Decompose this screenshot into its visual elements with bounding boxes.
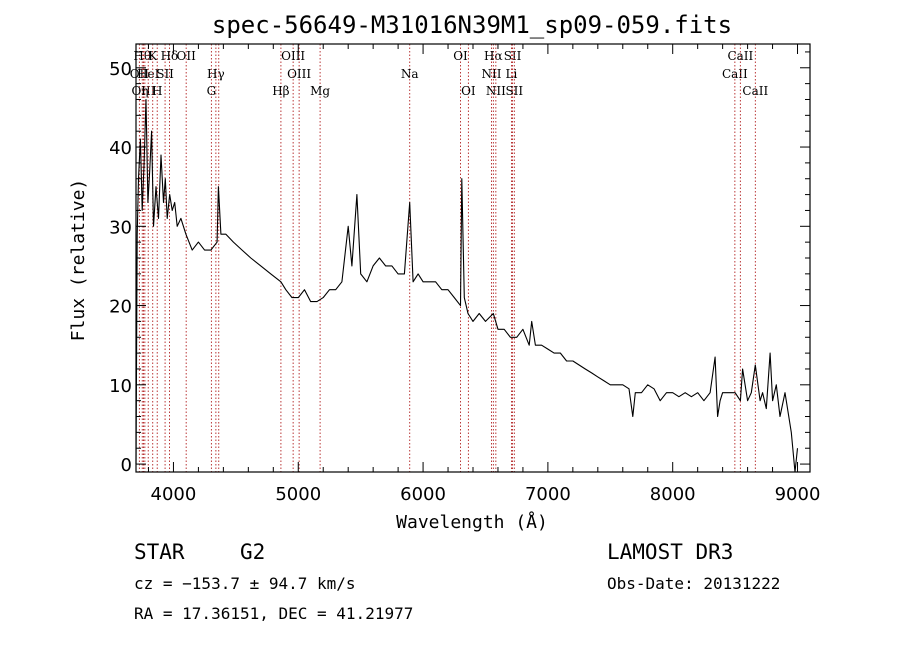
line-marker-label: HeI	[137, 67, 160, 81]
y-tick-label: 20	[109, 297, 132, 318]
y-tick-label: 40	[109, 138, 132, 159]
line-marker-label: NII	[486, 84, 506, 98]
x-tick-label: 5000	[275, 484, 321, 505]
line-marker-label: SII	[505, 84, 523, 98]
axis-ticks: 4000 5000 6000 7000 8000 9000 0 10 20 30 40 50	[109, 44, 820, 505]
y-tick-label: 30	[109, 217, 132, 238]
object-subclass: G2	[240, 540, 266, 564]
line-marker-label: NII	[481, 67, 501, 81]
line-marker-label: η	[141, 84, 148, 98]
y-tick-label: 10	[109, 376, 132, 397]
y-tick-label: 0	[121, 455, 132, 476]
line-marker-label: K	[148, 49, 158, 63]
line-marker-label: Hα	[484, 49, 503, 63]
line-marker-label: OII	[177, 49, 197, 63]
line-marker-label: Li	[506, 67, 518, 81]
line-marker-label: H	[152, 84, 162, 98]
line-marker-label: CaII	[742, 84, 768, 98]
redshift-velocity: cz = −153.7 ± 94.7 km/s	[134, 574, 356, 593]
spectrum-series	[135, 98, 799, 473]
line-marker-label: OIII	[287, 67, 311, 81]
plot-frame	[135, 43, 811, 473]
y-axis-label: Flux (relative)	[68, 179, 89, 342]
line-marker-label: Mg	[310, 84, 330, 98]
x-tick-label: 9000	[775, 484, 821, 505]
observation-date: Obs-Date: 20131222	[607, 574, 781, 593]
line-marker-label: CaII	[727, 49, 753, 63]
line-marker-label: Hγ	[207, 67, 225, 81]
line-marker-label: Hβ	[272, 84, 289, 98]
line-marker-label: OIII	[131, 84, 155, 98]
coordinates: RA = 17.36151, DEC = 41.21977	[134, 604, 414, 623]
line-marker-label: OI	[453, 49, 468, 63]
line-marker-label: Na	[401, 67, 419, 81]
spectrum-line	[135, 98, 799, 473]
survey-name: LAMOST DR3	[607, 540, 734, 564]
line-marker-label: SII	[504, 49, 522, 63]
x-tick-label: 7000	[525, 484, 571, 505]
line-marker-label: OII	[130, 67, 150, 81]
x-axis-label: Wavelength (Å)	[396, 511, 548, 533]
y-tick-label: 50	[109, 59, 132, 80]
line-marker-label: Hθ	[133, 49, 151, 63]
line-marker-label: OIII	[281, 49, 305, 63]
x-tick-label: 4000	[151, 484, 197, 505]
x-tick-label: 8000	[650, 484, 696, 505]
object-class: STAR	[134, 540, 185, 564]
line-marker-label: G	[207, 84, 217, 98]
chart-title: spec-56649-M31016N39M1_sp09-059.fits	[212, 11, 732, 39]
line-marker-label: SII	[156, 67, 174, 81]
line-marker-label: CaII	[722, 67, 748, 81]
x-tick-label: 6000	[400, 484, 446, 505]
line-marker-label: OI	[461, 84, 476, 98]
